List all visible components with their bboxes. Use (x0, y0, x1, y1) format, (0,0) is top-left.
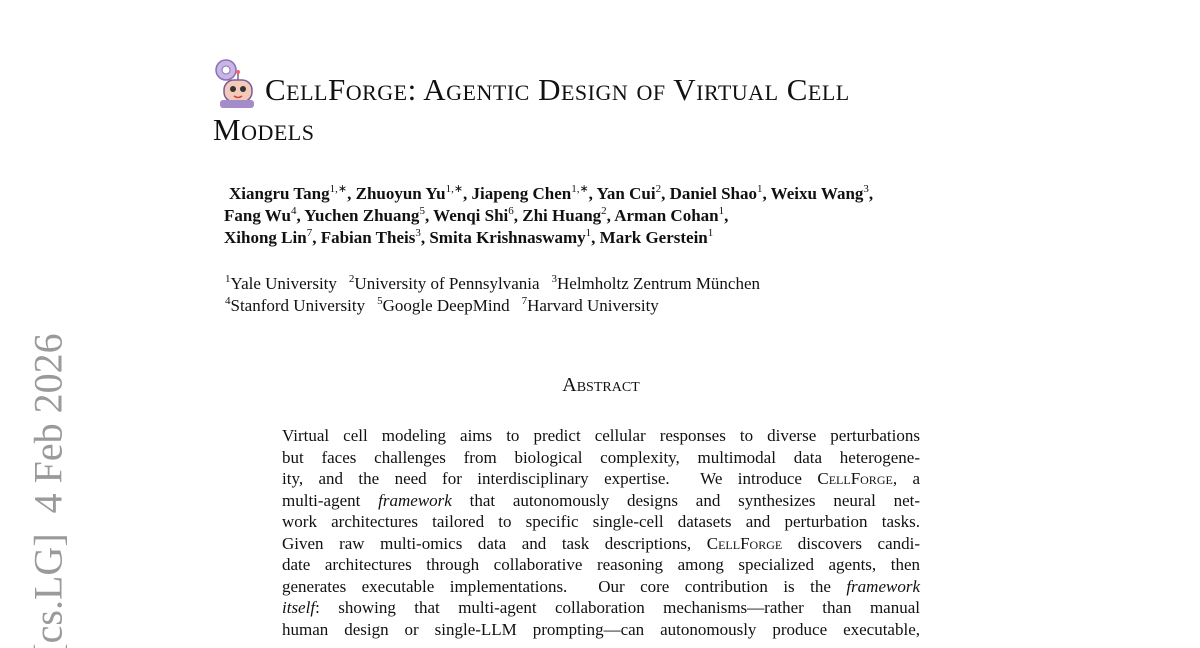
abstract-text: but faces challenges from biological com… (282, 447, 920, 467)
author-affiliation-mark: 1,∗ (445, 183, 464, 195)
abstract-body: Virtual cell modeling aims to predict ce… (282, 425, 920, 640)
logo (215, 59, 254, 108)
author-name: Xihong Lin (224, 228, 307, 247)
author-affiliation-mark: 1 (756, 183, 763, 195)
affiliation-number: 4 (225, 295, 231, 307)
author-name: Xiangru Tang (229, 184, 330, 203)
affiliation-name: Yale University (230, 274, 337, 293)
author-name: , Zhi Huang (513, 206, 602, 225)
author-name: , Wenqi Shi (424, 206, 509, 225)
author-affiliation-mark: 3 (415, 227, 421, 239)
author-affiliation-mark: 1 (585, 227, 592, 239)
abstract-line: human design or single-LLM prompting—can… (282, 619, 920, 641)
author-affiliation-mark: 1,∗ (571, 183, 589, 195)
author-name: , Zhuoyun Yu (347, 184, 446, 203)
abstract-text: Virtual cell modeling aims to predict ce… (282, 426, 920, 445)
title-line: Models (213, 112, 315, 147)
abstract-line: itself: showing that multi-agent collabo… (282, 597, 920, 619)
abstract-text: generates executable implementations. Ou… (282, 576, 847, 596)
abstract-line: work architectures tailored to specific … (282, 511, 920, 533)
abstract-heading: Abstract (562, 374, 640, 396)
abstract-text: : showing that multi-agent collaboration… (315, 598, 920, 617)
title-line: CellForge: Agentic Design of Virtual Cel… (265, 72, 850, 107)
author-name: , Jiapeng Chen (463, 184, 572, 203)
author-affiliation-mark: 1,∗ (329, 183, 348, 195)
affiliation-name: Google DeepMind (382, 296, 510, 315)
affiliation-line: 4Stanford University 5Google DeepMind 7Har… (225, 296, 659, 316)
affiliation-number: 5 (377, 295, 383, 307)
author-affiliation-mark: 3 (863, 183, 869, 195)
author-affiliation-mark: 2 (655, 183, 662, 195)
author-affiliation-mark: 6 (508, 205, 514, 217)
abstract-text: CellForge (817, 469, 893, 488)
abstract-text: multi-agent (282, 490, 379, 510)
abstract-line: ity, and the need for interdisciplinary … (282, 468, 920, 490)
affiliation-name: Harvard University (527, 296, 659, 315)
abstract-text: that autonomously designs and synthesize… (451, 490, 920, 510)
author-name: , Mark Gerstein (591, 228, 708, 247)
abstract-line: date architectures through collaborative… (282, 554, 920, 576)
author-line: Fang Wu4, Yuchen Zhuang5, Wenqi Shi6, Zh… (224, 206, 728, 226)
abstract-text: CellForge (706, 533, 783, 553)
author-name: , Smita Krishnaswamy (420, 228, 586, 247)
author-line: Xihong Lin7, Fabian Theis3, Smita Krishn… (224, 228, 713, 248)
author-name: , Yuchen Zhuang (296, 206, 420, 225)
abstract-text: framework (846, 576, 920, 596)
abstract-line: Virtual cell modeling aims to predict ce… (282, 425, 920, 447)
abstract-text: Given raw multi-omics data and task desc… (282, 533, 707, 553)
abstract-text: framework (378, 490, 452, 510)
affiliation-name: Stanford University (230, 296, 366, 315)
abstract-line: but faces challenges from biological com… (282, 447, 920, 469)
affiliation-line: 1Yale University 2University of Pennsylva… (225, 274, 760, 294)
affiliation-number: 1 (225, 273, 231, 285)
author-name: , Yan Cui (588, 184, 656, 203)
author-affiliation-mark: 4 (290, 205, 297, 217)
abstract-text: date architectures through collaborative… (282, 555, 920, 574)
abstract-text: work architectures tailored to specific … (282, 512, 920, 531)
abstract-text: discovers candi- (782, 533, 920, 553)
author-affiliation-mark: 7 (306, 227, 313, 239)
author-name: , Weixu Wang (762, 184, 864, 203)
abstract-line: generates executable implementations. Ou… (282, 576, 920, 598)
author-name: , Fabian Theis (312, 228, 416, 247)
author-name: Fang Wu (224, 206, 291, 225)
author-name: , Daniel Shao (661, 184, 757, 203)
author-line: Xiangru Tang1,∗, Zhuoyun Yu1,∗, Jiapeng … (229, 184, 873, 204)
abstract-text: , a (892, 469, 920, 488)
abstract-line: Given raw multi-omics data and task desc… (282, 533, 920, 555)
abstract-text: ity, and the need for interdisciplinary … (282, 469, 818, 488)
author-affiliation-mark: 2 (601, 205, 607, 217)
affiliation-number: 3 (551, 273, 558, 285)
affiliation-number: 2 (348, 273, 355, 285)
abstract-line: multi-agent framework that autonomously … (282, 490, 920, 512)
affiliation-number: 7 (521, 295, 528, 307)
author-affiliation-mark: 1 (718, 205, 725, 217)
affiliation-name: University of Pennsylvania (354, 274, 540, 293)
abstract-text: human design or single-LLM prompting—can… (282, 619, 920, 639)
abstract-text: itself (282, 598, 316, 617)
author-name: , (868, 184, 874, 203)
author-name: , (724, 206, 729, 225)
affiliation-name: Helmholtz Zentrum München (557, 274, 761, 293)
author-name: , Arman Cohan (606, 206, 719, 225)
author-affiliation-mark: 1 (707, 227, 714, 239)
author-affiliation-mark: 5 (419, 205, 425, 217)
